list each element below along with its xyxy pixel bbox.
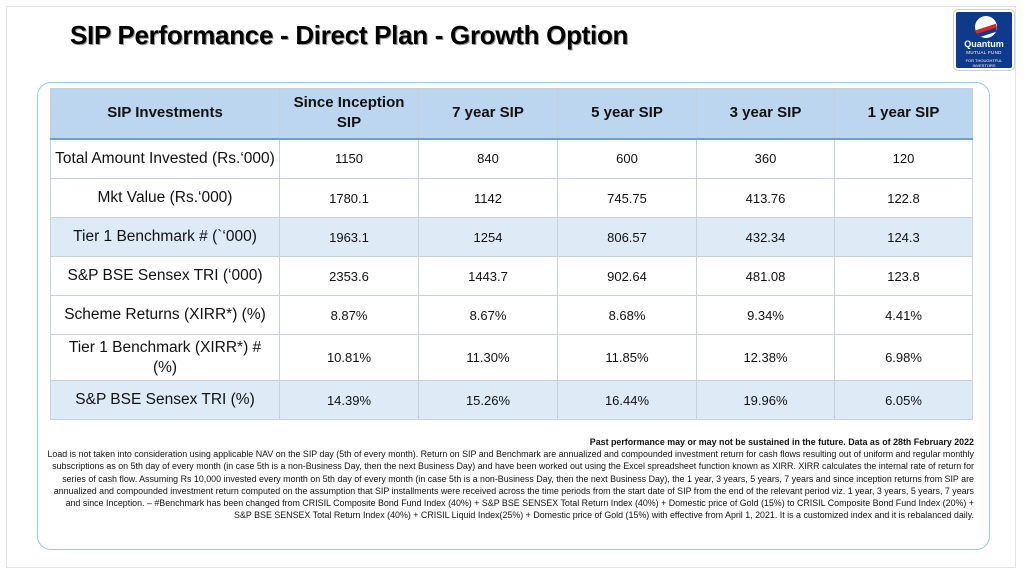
table-row: Mkt Value (Rs.‘000) 1780.1 1142 745.75 4… (50, 178, 973, 218)
table-cell: 8.68% (557, 295, 697, 335)
table-row: S&P BSE Sensex TRI (‘000) 2353.6 1443.7 … (50, 256, 973, 296)
logo-subtitle: MUTUAL FUND (966, 50, 1002, 55)
table-cell: 1142 (418, 178, 558, 218)
quantum-logo: Quantum MUTUAL FUND FOR THOUGHTFUL INVES… (954, 10, 1014, 70)
slide-frame (6, 6, 1016, 568)
table-cell: 124.3 (834, 217, 973, 257)
table-cell: 19.96% (696, 380, 835, 420)
table-cell: 432.34 (696, 217, 835, 257)
row-label: Tier 1 Benchmark # (`‘000) (50, 217, 280, 257)
table-cell: 11.30% (418, 334, 558, 381)
column-header: 5 year SIP (557, 88, 697, 140)
table-cell: 12.38% (696, 334, 835, 381)
table-cell: 8.87% (279, 295, 419, 335)
table-cell: 10.81% (279, 334, 419, 381)
table-cell: 806.57 (557, 217, 697, 257)
sip-performance-table: SIP Investments Since Inception SIP 7 ye… (50, 88, 973, 420)
page-title: SIP Performance - Direct Plan - Growth O… (70, 20, 629, 50)
table-cell: 11.85% (557, 334, 697, 381)
table-cell: 8.67% (418, 295, 558, 335)
table-cell: 16.44% (557, 380, 697, 420)
column-header: 1 year SIP (834, 88, 973, 140)
table-cell: 600 (557, 138, 697, 179)
table-cell: 6.98% (834, 334, 973, 381)
table-header-row: SIP Investments Since Inception SIP 7 ye… (50, 88, 973, 140)
column-header: SIP Investments (50, 88, 280, 140)
table-row: Total Amount Invested (Rs.‘000) 1150 840… (50, 138, 973, 179)
column-header: 7 year SIP (418, 88, 558, 140)
table-cell: 1443.7 (418, 256, 558, 296)
table-cell: 15.26% (418, 380, 558, 420)
table-cell: 6.05% (834, 380, 973, 420)
row-label: S&P BSE Sensex TRI (‘000) (50, 256, 280, 296)
table-cell: 840 (418, 138, 558, 179)
table-cell: 122.8 (834, 178, 973, 218)
column-header: Since Inception SIP (279, 88, 419, 140)
table-cell: 413.76 (696, 178, 835, 218)
table-cell: 123.8 (834, 256, 973, 296)
row-label: S&P BSE Sensex TRI (%) (50, 380, 280, 420)
logo-tagline: FOR THOUGHTFUL INVESTORS (965, 58, 1003, 68)
table-cell: 1254 (418, 217, 558, 257)
table-cell: 360 (696, 138, 835, 179)
logo-name: Quantum (964, 39, 1004, 49)
logo-emblem-icon (975, 16, 997, 38)
table-cell: 1150 (279, 138, 419, 179)
row-label: Tier 1 Benchmark (XIRR*) # (%) (50, 334, 280, 381)
column-header: 3 year SIP (696, 88, 835, 140)
table-cell: 4.41% (834, 295, 973, 335)
table-cell: 14.39% (279, 380, 419, 420)
table-row: Tier 1 Benchmark # (`‘000) 1963.1 1254 8… (50, 217, 973, 257)
table-cell: 9.34% (696, 295, 835, 335)
disclaimer-heading: Past performance may or may not be susta… (589, 437, 974, 447)
table-cell: 902.64 (557, 256, 697, 296)
table-row: S&P BSE Sensex TRI (%) 14.39% 15.26% 16.… (50, 380, 973, 420)
row-label: Mkt Value (Rs.‘000) (50, 178, 280, 218)
row-label: Scheme Returns (XIRR*) (%) (50, 295, 280, 335)
disclaimer-body: Load is not taken into consideration usi… (47, 449, 975, 521)
table-cell: 2353.6 (279, 256, 419, 296)
table-cell: 120 (834, 138, 973, 179)
table-cell: 1780.1 (279, 178, 419, 218)
table-cell: 745.75 (557, 178, 697, 218)
table-cell: 481.08 (696, 256, 835, 296)
table-cell: 1963.1 (279, 217, 419, 257)
table-row: Scheme Returns (XIRR*) (%) 8.87% 8.67% 8… (50, 295, 973, 335)
disclaimer-note: Past performance may or may not be susta… (46, 436, 975, 521)
table-row: Tier 1 Benchmark (XIRR*) # (%) 10.81% 11… (50, 334, 973, 381)
row-label: Total Amount Invested (Rs.‘000) (50, 138, 280, 179)
